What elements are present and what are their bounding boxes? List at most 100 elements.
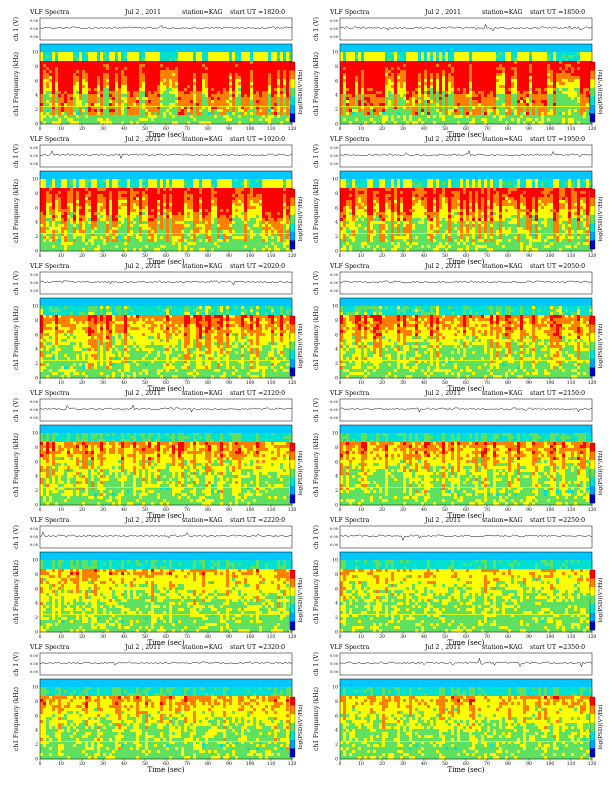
spectrogram-cell <box>130 115 134 119</box>
spectrogram-cell <box>139 115 143 119</box>
spectrogram-cell <box>193 97 197 101</box>
spectrogram-cell <box>130 239 134 243</box>
spectrogram-cell <box>124 215 128 219</box>
spectrogram-cell <box>190 121 194 125</box>
spectrogram-cell <box>217 70 221 74</box>
spectrogram-cell <box>412 82 416 86</box>
spectrogram-cell <box>481 121 485 125</box>
spectrogram-cell <box>166 118 170 122</box>
spectrogram-cell <box>550 82 554 86</box>
x-tick-label: 70 <box>484 126 490 132</box>
spectrogram-cell <box>280 61 284 65</box>
spectrogram-cell <box>208 64 212 68</box>
spectrogram-cell <box>43 82 47 86</box>
spectrogram-cell <box>115 239 119 243</box>
spectrogram-cell <box>163 121 167 125</box>
spectrogram-cell <box>511 106 515 110</box>
spectrogram-cell <box>283 64 287 68</box>
spectrogram-cell <box>484 97 488 101</box>
spectrogram-cell <box>499 61 503 65</box>
spectrogram-cell <box>403 112 407 116</box>
spectrogram-cell <box>577 94 581 98</box>
spectrogram-cell <box>76 88 80 92</box>
spectrogram-cell <box>406 79 410 83</box>
spectrogram-cell <box>526 109 530 113</box>
spectrogram-cell <box>118 227 122 231</box>
spectrogram-cell <box>82 82 86 86</box>
spectrogram-cell <box>235 55 239 59</box>
spectrogram-cell <box>100 109 104 113</box>
spectrogram-cell <box>94 55 98 59</box>
spectrogram-cell <box>427 91 431 95</box>
spectrogram-cell <box>502 85 506 89</box>
spectrogram-cell <box>130 182 134 186</box>
spectrogram-cell <box>70 194 74 198</box>
spectrogram-cell <box>463 112 467 116</box>
spectrogram-cell <box>253 88 257 92</box>
spectrogram-cell <box>523 52 527 56</box>
spectrogram-cell <box>523 64 527 68</box>
spectrogram-cell <box>568 64 572 68</box>
spectrogram-cell <box>460 73 464 77</box>
spectrogram-cell <box>412 52 416 56</box>
spectrogram-cell <box>247 55 251 59</box>
spectrogram-cell <box>112 179 116 183</box>
spectrogram-cell <box>76 215 80 219</box>
spectrogram-cell <box>529 88 533 92</box>
spectrogram-cell <box>412 88 416 92</box>
spectrogram-cell <box>49 73 53 77</box>
spectrogram-cell <box>196 61 200 65</box>
spectrogram-cell <box>40 121 44 125</box>
spectrogram-cell <box>346 58 350 62</box>
spectrogram-cell <box>124 221 128 225</box>
spectrogram-cell <box>82 58 86 62</box>
spectrogram-cell <box>484 94 488 98</box>
spectrogram-cell <box>97 194 101 198</box>
spectrogram-cell <box>136 248 140 252</box>
spectrogram-cell <box>133 82 137 86</box>
spectrogram-cell <box>433 82 437 86</box>
spectrogram-cell <box>115 91 119 95</box>
spectrogram-cell <box>103 185 107 189</box>
spectrogram-cell <box>463 70 467 74</box>
spectrogram-cell <box>157 70 161 74</box>
spectrogram-cell <box>289 52 293 56</box>
spectrogram-cell <box>58 118 62 122</box>
spectrogram-cell <box>391 76 395 80</box>
spectrogram-cell <box>250 106 254 110</box>
spectrogram-cell <box>88 67 92 71</box>
spectrogram-cell <box>493 91 497 95</box>
spectrogram-cell <box>166 94 170 98</box>
spectrogram-cell <box>496 115 500 119</box>
spectrogram-cell <box>361 82 365 86</box>
spectrogram-cell <box>454 112 458 116</box>
spectrogram-cell <box>220 76 224 80</box>
spectrogram-cell <box>478 97 482 101</box>
spectrogram-cell <box>82 103 86 107</box>
spectrogram-cell <box>502 106 506 110</box>
spectrogram-cell <box>136 52 140 56</box>
spectrogram-cell <box>574 82 578 86</box>
spectrogram-cell <box>118 212 122 216</box>
spectrogram-cell <box>46 97 50 101</box>
spectrogram-cell <box>451 94 455 98</box>
spectrogram-cell <box>268 121 272 125</box>
spectrogram-cell <box>79 230 83 234</box>
spectrogram-cell <box>136 118 140 122</box>
spectrogram-cell <box>352 67 356 71</box>
spectrogram-cell <box>142 82 146 86</box>
spectrogram-cell <box>100 209 104 213</box>
spectrogram-cell <box>523 112 527 116</box>
spectrogram-cell <box>376 76 380 80</box>
spectrogram-cell <box>421 70 425 74</box>
spectrogram-cell <box>460 61 464 65</box>
spectrogram-cell <box>427 109 431 113</box>
spectrogram-cell <box>214 106 218 110</box>
spectrogram-cell <box>106 109 110 113</box>
spectrogram-cell <box>112 227 116 231</box>
spectrogram-cell <box>91 109 95 113</box>
spectrogram-cell <box>55 185 59 189</box>
spectrogram-cell <box>394 85 398 89</box>
spectrogram-cell <box>565 106 569 110</box>
spectrogram-cell <box>166 121 170 125</box>
